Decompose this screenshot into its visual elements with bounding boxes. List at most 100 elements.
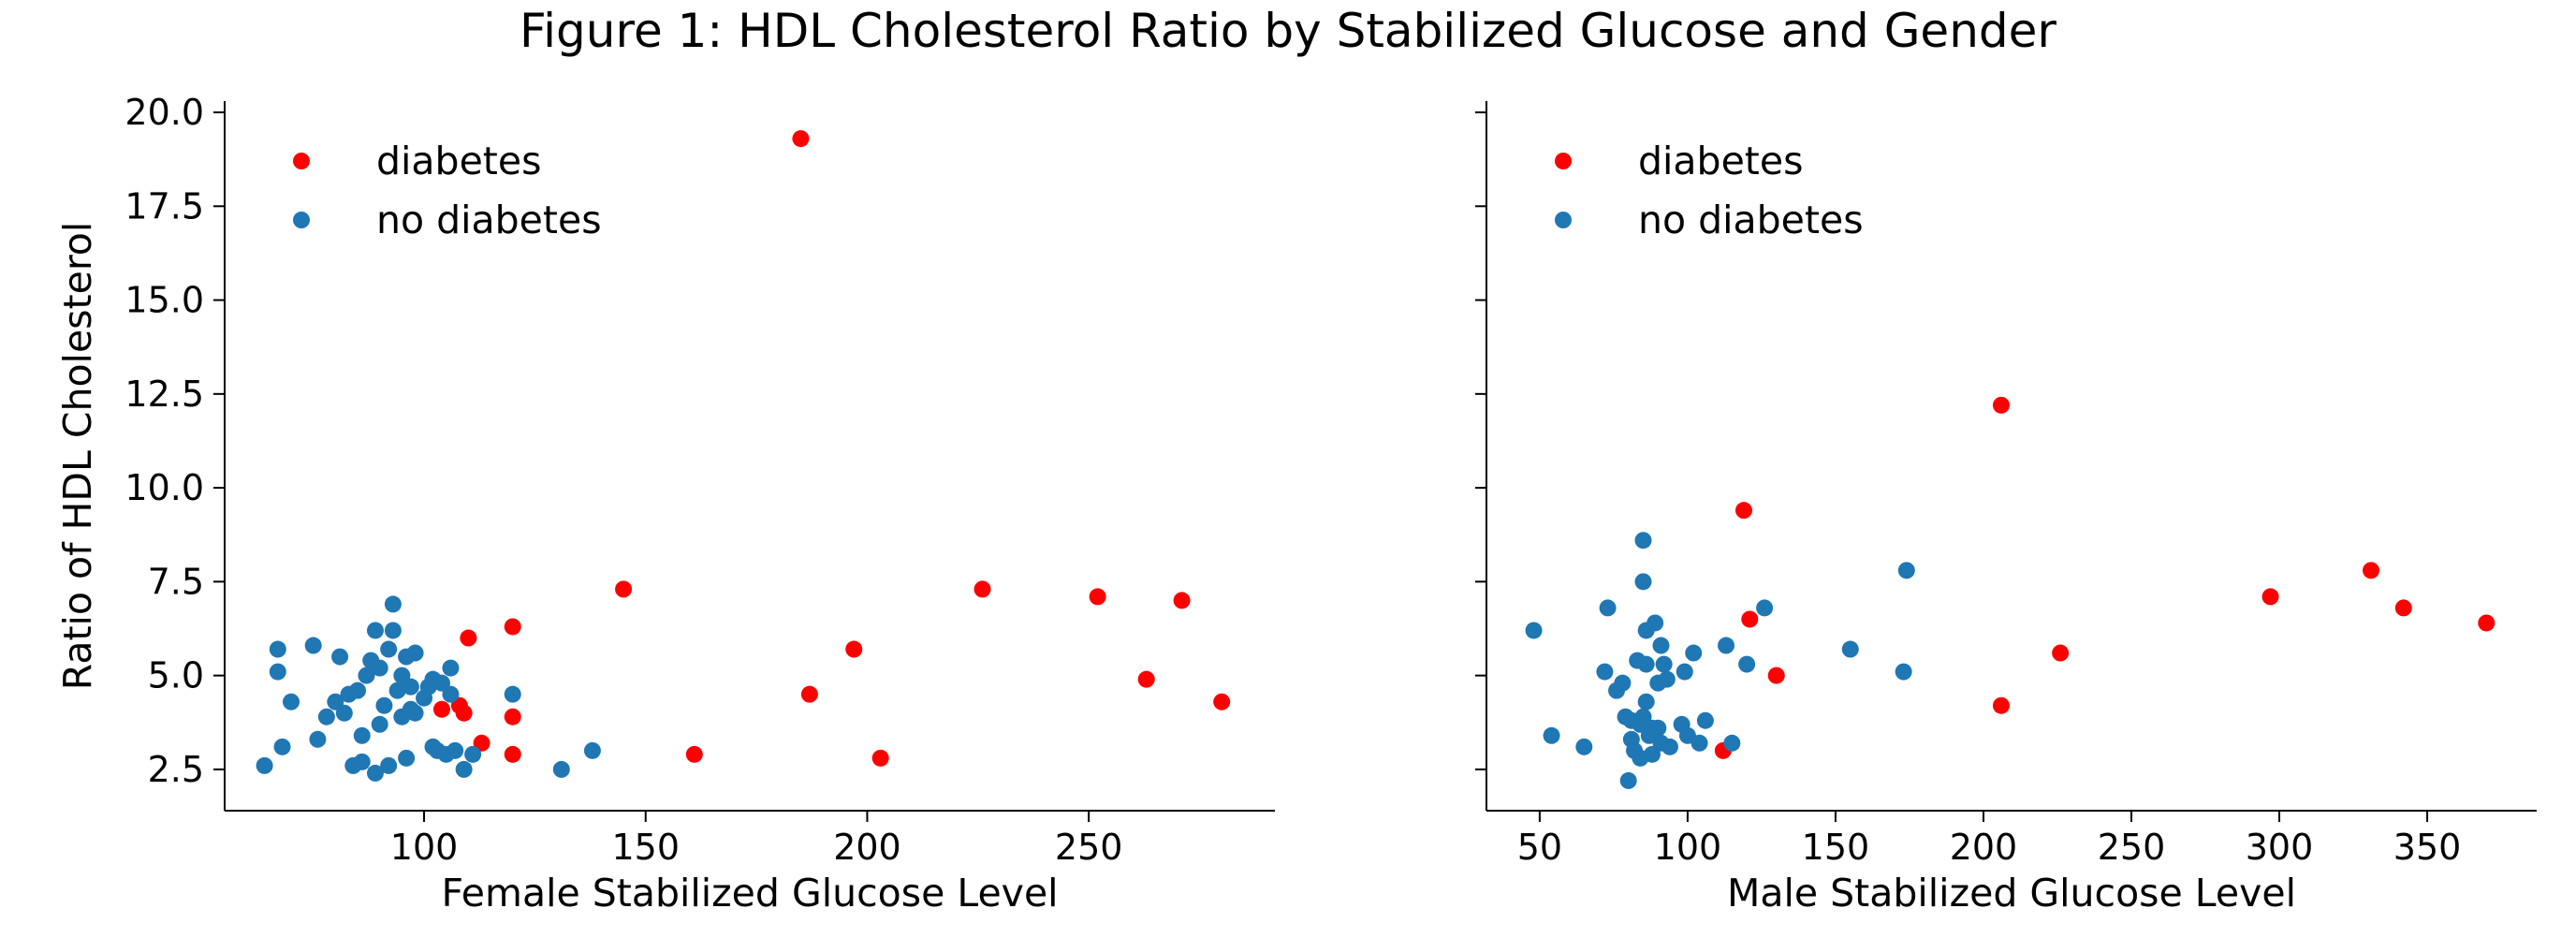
data-point-no-diabetes — [384, 595, 402, 613]
x-tick-label: 250 — [1055, 827, 1123, 868]
data-point-no-diabetes — [1723, 734, 1741, 752]
legend-marker — [1555, 212, 1572, 228]
data-point-no-diabetes — [1655, 655, 1673, 673]
data-point-diabetes — [845, 640, 863, 658]
data-point-diabetes — [1089, 588, 1106, 606]
data-point-no-diabetes — [432, 674, 450, 692]
data-point-no-diabetes — [402, 678, 419, 696]
data-point-diabetes — [460, 629, 477, 647]
data-point-no-diabetes — [1634, 708, 1652, 725]
data-point-no-diabetes — [1596, 663, 1614, 681]
data-point-no-diabetes — [1696, 711, 1714, 729]
data-point-diabetes — [1137, 670, 1155, 688]
male-scatter-panel: 50 100 150 200 250 300 350 Male Stabilized Gluc… — [1475, 101, 2537, 916]
data-point-no-diabetes — [552, 760, 570, 778]
data-point-diabetes — [504, 745, 521, 763]
male-x-axis-label: Male Stabilized Glucose Level — [1727, 871, 2296, 916]
data-point-no-diabetes — [1619, 771, 1637, 789]
data-point-no-diabetes — [1575, 738, 1593, 755]
data-point-no-diabetes — [371, 715, 388, 733]
data-point-no-diabetes — [380, 640, 398, 658]
data-point-diabetes — [1741, 610, 1759, 628]
data-point-diabetes — [1213, 693, 1231, 711]
data-point-no-diabetes — [283, 693, 300, 711]
data-point-diabetes — [2394, 599, 2412, 617]
data-point-diabetes — [615, 580, 633, 598]
legend-marker — [293, 212, 310, 228]
data-point-diabetes — [800, 685, 818, 703]
data-point-no-diabetes — [504, 685, 521, 703]
data-point-no-diabetes — [1897, 562, 1915, 579]
data-point-no-diabetes — [317, 708, 335, 725]
x-tick-label: 200 — [1950, 827, 2018, 868]
data-point-no-diabetes — [1649, 719, 1667, 737]
data-point-no-diabetes — [349, 682, 367, 699]
data-point-no-diabetes — [353, 726, 371, 744]
data-point-no-diabetes — [1895, 663, 1912, 681]
y-tick-label: 10.0 — [124, 467, 204, 508]
data-point-diabetes — [455, 704, 473, 722]
data-point-no-diabetes — [455, 760, 473, 778]
legend-label: diabetes — [376, 139, 541, 183]
data-point-no-diabetes — [331, 648, 349, 666]
data-point-no-diabetes — [384, 622, 402, 639]
data-point-no-diabetes — [358, 667, 375, 684]
y-tick-label: 15.0 — [124, 280, 204, 321]
data-point-diabetes — [2261, 588, 2279, 606]
data-point-diabetes — [792, 130, 810, 148]
data-point-no-diabetes — [1658, 670, 1676, 688]
legend-marker — [293, 153, 310, 169]
data-point-no-diabetes — [442, 685, 460, 703]
data-point-no-diabetes — [273, 738, 291, 755]
legend-label: diabetes — [1638, 139, 1803, 183]
x-tick-label: 250 — [2098, 827, 2166, 868]
data-point-no-diabetes — [1614, 674, 1632, 692]
data-point-no-diabetes — [353, 753, 371, 770]
data-point-diabetes — [1992, 696, 2010, 714]
legend-label: no diabetes — [1638, 198, 1864, 242]
data-point-no-diabetes — [375, 696, 393, 714]
data-point-no-diabetes — [1685, 644, 1703, 662]
data-point-diabetes — [2363, 562, 2380, 579]
data-point-no-diabetes — [583, 741, 601, 759]
data-point-diabetes — [2478, 614, 2496, 632]
y-tick-label: 5.0 — [148, 655, 204, 696]
data-point-no-diabetes — [1634, 573, 1652, 591]
data-point-diabetes — [504, 708, 521, 725]
data-point-no-diabetes — [327, 693, 344, 711]
y-tick-label: 12.5 — [124, 374, 204, 415]
data-point-no-diabetes — [398, 749, 416, 767]
x-tick-label: 300 — [2246, 827, 2314, 868]
data-point-no-diabetes — [380, 756, 398, 774]
data-point-no-diabetes — [1543, 726, 1560, 744]
data-point-no-diabetes — [1690, 734, 1708, 752]
data-point-diabetes — [1992, 396, 2010, 414]
data-point-no-diabetes — [269, 663, 286, 681]
female-x-axis-label: Female Stabilized Glucose Level — [441, 871, 1058, 916]
data-point-no-diabetes — [393, 667, 411, 684]
female-scatter-panel: 100 150 200 250 2.5 5.0 7.5 10.0 12.5 15.0 17.5 20.… — [55, 92, 1275, 916]
data-point-no-diabetes — [366, 622, 384, 639]
data-point-no-diabetes — [1676, 663, 1693, 681]
data-point-no-diabetes — [1756, 599, 1774, 617]
x-tick-label: 100 — [1654, 827, 1722, 868]
data-point-no-diabetes — [1643, 745, 1661, 763]
male-legend: diabetes no diabetes — [1555, 139, 1864, 242]
legend-marker — [1555, 153, 1572, 169]
y-tick-label: 2.5 — [148, 749, 204, 790]
data-point-no-diabetes — [1661, 738, 1678, 755]
y-tick-label: 20.0 — [124, 92, 204, 133]
data-point-diabetes — [1173, 592, 1191, 609]
legend-label: no diabetes — [376, 198, 602, 242]
data-point-no-diabetes — [1718, 637, 1735, 654]
data-point-diabetes — [473, 734, 490, 752]
y-tick-label: 17.5 — [124, 185, 204, 227]
x-tick-label: 200 — [833, 827, 901, 868]
data-point-no-diabetes — [406, 644, 424, 662]
data-point-no-diabetes — [1599, 599, 1617, 617]
x-tick-label: 150 — [1802, 827, 1870, 868]
data-point-no-diabetes — [1637, 693, 1655, 711]
data-point-diabetes — [1767, 667, 1785, 684]
x-tick-label: 50 — [1517, 827, 1562, 868]
